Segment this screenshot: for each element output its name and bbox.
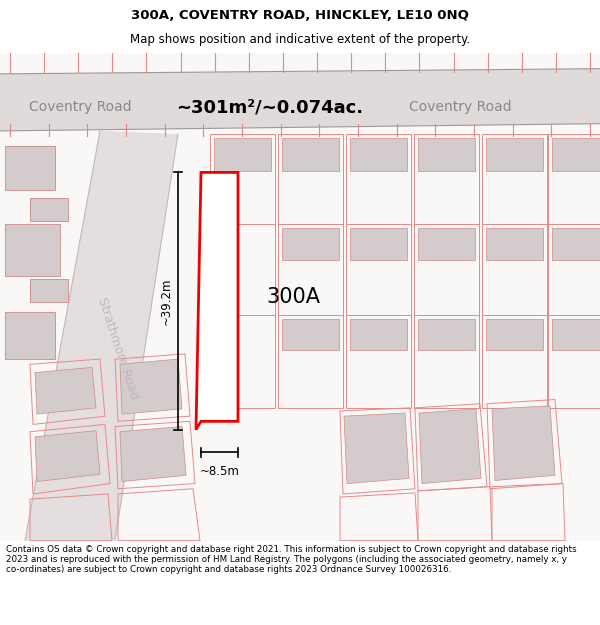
Text: Map shows position and indicative extent of the property.: Map shows position and indicative extent…: [130, 33, 470, 46]
Bar: [278, 224, 343, 314]
Text: Contains OS data © Crown copyright and database right 2021. This information is : Contains OS data © Crown copyright and d…: [6, 544, 577, 574]
Bar: [30, 279, 68, 302]
Bar: [5, 224, 60, 276]
Polygon shape: [419, 409, 481, 484]
Bar: [414, 134, 479, 224]
Polygon shape: [492, 406, 555, 481]
Bar: [30, 198, 68, 221]
Bar: [486, 319, 543, 350]
Bar: [486, 138, 543, 171]
Bar: [350, 319, 407, 350]
Bar: [278, 134, 343, 224]
Bar: [282, 138, 339, 171]
Bar: [482, 224, 547, 314]
Polygon shape: [35, 431, 100, 481]
Bar: [418, 319, 475, 350]
Polygon shape: [196, 173, 238, 429]
Bar: [350, 138, 407, 171]
Bar: [278, 314, 343, 408]
Bar: [414, 224, 479, 314]
Polygon shape: [25, 131, 178, 541]
Bar: [552, 228, 600, 259]
Text: ~39.2m: ~39.2m: [160, 278, 173, 325]
Text: 300A, COVENTRY ROAD, HINCKLEY, LE10 0NQ: 300A, COVENTRY ROAD, HINCKLEY, LE10 0NQ: [131, 9, 469, 22]
Bar: [346, 224, 411, 314]
Polygon shape: [120, 426, 186, 481]
Polygon shape: [35, 368, 96, 414]
Text: 300A: 300A: [266, 287, 320, 307]
Polygon shape: [344, 413, 409, 484]
Bar: [214, 138, 271, 171]
Bar: [482, 134, 547, 224]
Bar: [486, 228, 543, 259]
Bar: [552, 138, 600, 171]
Bar: [418, 138, 475, 171]
Polygon shape: [120, 359, 182, 414]
Text: Strathmore Road: Strathmore Road: [95, 296, 140, 401]
Bar: [346, 134, 411, 224]
Text: ~301m²/~0.074ac.: ~301m²/~0.074ac.: [176, 98, 364, 116]
Text: ~8.5m: ~8.5m: [200, 465, 239, 478]
Bar: [282, 228, 339, 259]
Text: Coventry Road: Coventry Road: [29, 100, 131, 114]
Bar: [5, 312, 55, 359]
Bar: [5, 146, 55, 190]
Bar: [482, 314, 547, 408]
Bar: [548, 134, 600, 224]
Bar: [210, 314, 275, 408]
Bar: [350, 228, 407, 259]
Bar: [210, 134, 275, 224]
Bar: [210, 224, 275, 314]
Text: Coventry Road: Coventry Road: [409, 100, 511, 114]
Bar: [548, 224, 600, 314]
Bar: [414, 314, 479, 408]
Bar: [346, 314, 411, 408]
Bar: [282, 319, 339, 350]
Bar: [552, 319, 600, 350]
Bar: [418, 228, 475, 259]
Polygon shape: [0, 69, 600, 131]
Bar: [548, 314, 600, 408]
